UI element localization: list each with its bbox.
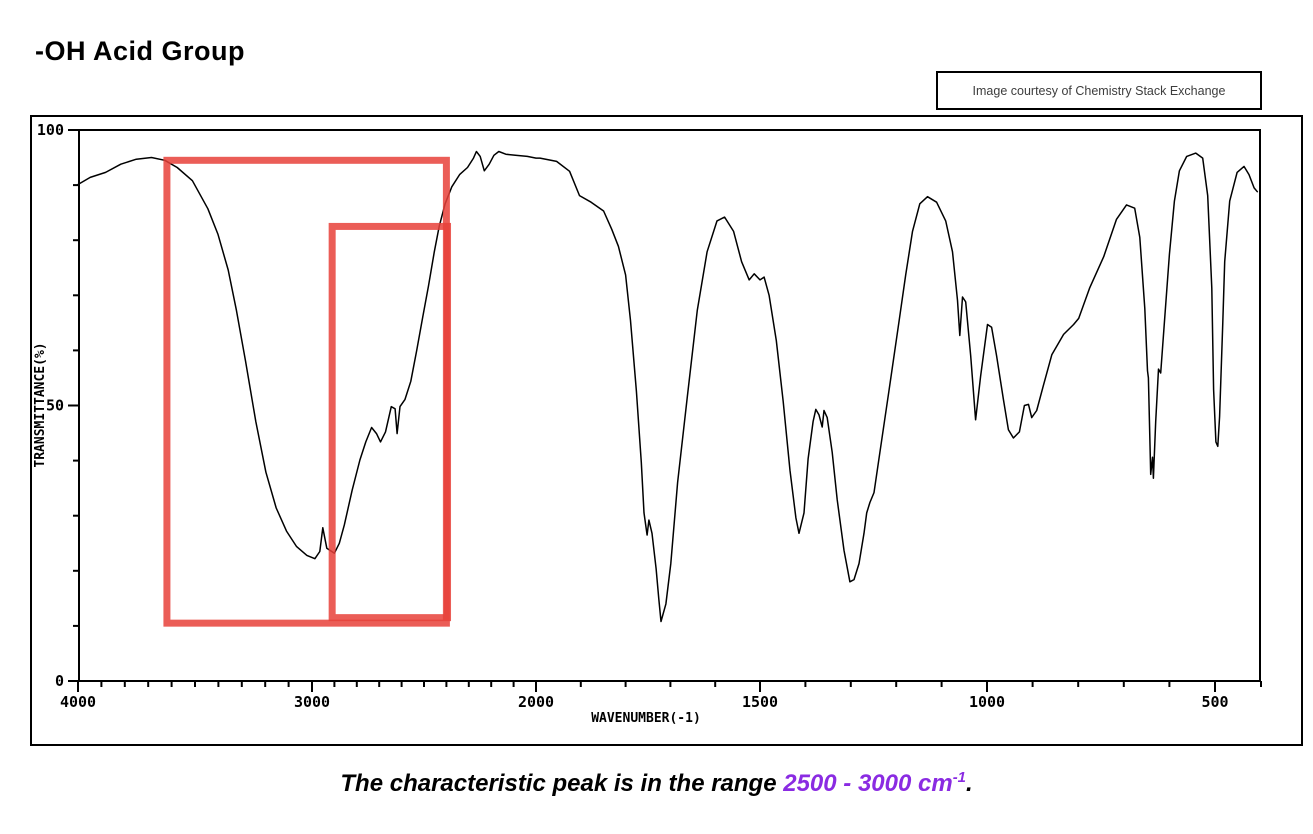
svg-text:500: 500 [1201,693,1228,711]
svg-text:0: 0 [55,672,64,690]
courtesy-note-text: Image courtesy of Chemistry Stack Exchan… [972,83,1226,98]
svg-text:1500: 1500 [742,693,778,711]
page-title: -OH Acid Group [35,36,245,66]
svg-text:3000: 3000 [294,693,330,711]
svg-text:WAVENUMBER(-1): WAVENUMBER(-1) [591,711,701,726]
highlight-rect [328,222,452,622]
caption-superscript: -1 [952,770,966,786]
svg-text:2000: 2000 [518,693,554,711]
courtesy-note-box: Image courtesy of Chemistry Stack Exchan… [936,71,1262,110]
svg-text:4000: 4000 [60,693,96,711]
svg-text:TRANSMITTANCE(%): TRANSMITTANCE(%) [33,342,48,467]
caption: The characteristic peak is in the range … [0,770,1313,798]
ir-spectrum-chart: 100 50 0 4000 3000 2000 1500 1000 500 WAVENUMBER(… [30,115,1303,746]
caption-range-highlight: 2500 - 3000 cm [783,770,953,797]
caption-prefix: The characteristic peak is in the range [340,770,784,797]
svg-text:1000: 1000 [969,693,1005,711]
caption-suffix: . [965,770,973,797]
svg-text:100: 100 [37,121,64,139]
svg-text:50: 50 [46,397,64,415]
